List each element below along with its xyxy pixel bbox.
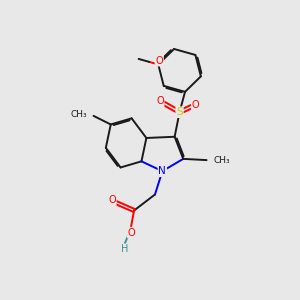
Text: O: O: [128, 228, 135, 238]
Text: O: O: [156, 96, 164, 106]
Text: CH₃: CH₃: [71, 110, 87, 119]
Text: S: S: [176, 107, 183, 117]
Text: O: O: [192, 100, 199, 110]
Text: H: H: [121, 244, 128, 254]
Text: CH₃: CH₃: [214, 156, 230, 165]
Text: O: O: [108, 195, 116, 205]
Text: N: N: [158, 166, 166, 176]
Text: O: O: [155, 56, 163, 66]
